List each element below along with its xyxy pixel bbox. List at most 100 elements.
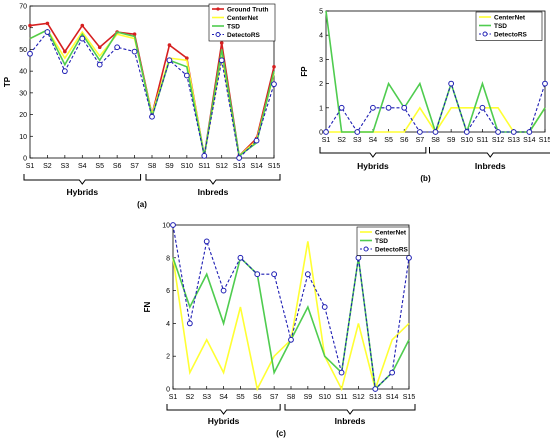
- data-point: [323, 129, 329, 135]
- data-point: [185, 56, 189, 60]
- y-tick-label: 0: [319, 130, 323, 137]
- x-tick-label: S11: [198, 163, 210, 170]
- x-tick-label: S10: [461, 137, 474, 144]
- data-point: [131, 48, 138, 55]
- x-tick-label: S15: [268, 163, 281, 170]
- data-point: [44, 29, 51, 35]
- data-point: [448, 80, 455, 87]
- chart-panel: 0 2 4 6 8 10 FN S1 S2 S3 S4 S5 S6 S7 S8 S9 S10 S11 S12 S13 S…: [143, 222, 416, 438]
- data-point: [149, 113, 155, 120]
- data-point: [170, 222, 176, 228]
- x-tick-label: S4: [369, 137, 378, 144]
- x-tick-label: S5: [95, 163, 104, 170]
- data-point: [114, 44, 121, 51]
- y-tick-label: 1: [319, 105, 323, 112]
- data-point: [271, 81, 277, 88]
- data-point: [542, 80, 548, 87]
- legend-label: DetectoRS: [494, 31, 528, 38]
- x-tick-label: S1: [26, 163, 35, 170]
- x-tick-label: S13: [369, 394, 382, 401]
- series-line: [29, 31, 275, 160]
- chart-panel: 0 10 20 30 40 50 60 70 TP S1 S2 S3 S4 S5 S6 S7 S8 S9 S10 S1…: [3, 3, 281, 209]
- x-tick-label: S10: [181, 163, 194, 170]
- group-label: Inbreds: [475, 161, 506, 171]
- data-point: [201, 152, 208, 159]
- legend-label: TSD: [494, 23, 507, 30]
- x-tick-label: S3: [353, 137, 362, 144]
- y-tick-label: 10: [19, 134, 27, 141]
- legend-label: CenterNet: [494, 14, 526, 21]
- x-tick-label: S8: [148, 163, 157, 170]
- legend-label: TSD: [375, 238, 388, 245]
- data-point: [510, 129, 517, 135]
- data-point: [63, 49, 67, 54]
- x-tick-label: S11: [476, 137, 488, 144]
- x-tick-label: S7: [270, 394, 279, 401]
- group-label: Inbreds: [335, 416, 366, 426]
- data-point: [370, 104, 376, 111]
- x-tick-label: S12: [352, 394, 365, 401]
- data-point: [389, 369, 396, 376]
- x-tick-label: S11: [336, 394, 348, 401]
- x-tick-label: S15: [539, 137, 550, 144]
- x-tick-label: S6: [253, 394, 262, 401]
- x-tick-label: S4: [219, 394, 228, 401]
- data-point: [28, 23, 32, 28]
- legend-label: CenterNet: [227, 15, 259, 22]
- data-point: [253, 137, 260, 144]
- data-point: [495, 129, 501, 135]
- data-point: [272, 65, 276, 69]
- legend-marker: [482, 31, 488, 37]
- x-tick-label: S7: [130, 163, 139, 170]
- x-tick-label: S3: [202, 394, 211, 401]
- x-tick-label: S1: [322, 137, 331, 144]
- data-point: [237, 254, 244, 261]
- panel-label: (a): [137, 200, 147, 209]
- y-tick-label: 8: [166, 255, 170, 262]
- x-tick-label: S14: [523, 137, 536, 144]
- data-point: [219, 41, 224, 45]
- group-label: Hybrids: [208, 416, 240, 426]
- data-point: [183, 72, 190, 79]
- x-tick-label: S9: [165, 163, 174, 170]
- group-label: Inbreds: [198, 187, 229, 197]
- data-point: [271, 271, 278, 278]
- x-tick-label: S1: [169, 394, 178, 401]
- data-point: [61, 68, 68, 75]
- legend-label: DetectoRS: [227, 32, 261, 39]
- x-tick-label: S12: [215, 163, 228, 170]
- data-point: [27, 50, 33, 57]
- y-tick-label: 0: [23, 156, 27, 163]
- x-tick-label: S2: [337, 137, 346, 144]
- y-tick-label: 4: [166, 321, 170, 328]
- y-tick-label: 3: [319, 57, 323, 64]
- group-brace: [23, 174, 142, 185]
- series-line: [172, 256, 410, 391]
- y-tick-label: 20: [19, 112, 27, 119]
- data-point: [236, 155, 243, 161]
- data-point: [338, 369, 345, 376]
- group-brace: [284, 404, 416, 415]
- data-point: [355, 254, 362, 261]
- y-axis-label: FN: [143, 301, 152, 312]
- y-tick-label: 0: [166, 387, 170, 394]
- y-tick-label: 6: [166, 288, 170, 295]
- data-point: [463, 129, 470, 135]
- x-tick-label: S14: [250, 163, 263, 170]
- legend-label: Ground Truth: [227, 6, 269, 13]
- x-tick-label: S7: [416, 137, 425, 144]
- group-brace: [319, 147, 427, 158]
- y-tick-label: 4: [319, 33, 323, 40]
- x-tick-label: S3: [61, 163, 70, 170]
- panel-label: (c): [276, 429, 286, 438]
- y-tick-label: 40: [19, 69, 27, 76]
- x-tick-label: S12: [492, 137, 505, 144]
- data-point: [321, 304, 328, 310]
- group-brace: [166, 404, 281, 415]
- data-point: [479, 104, 486, 111]
- x-tick-label: S13: [233, 163, 246, 170]
